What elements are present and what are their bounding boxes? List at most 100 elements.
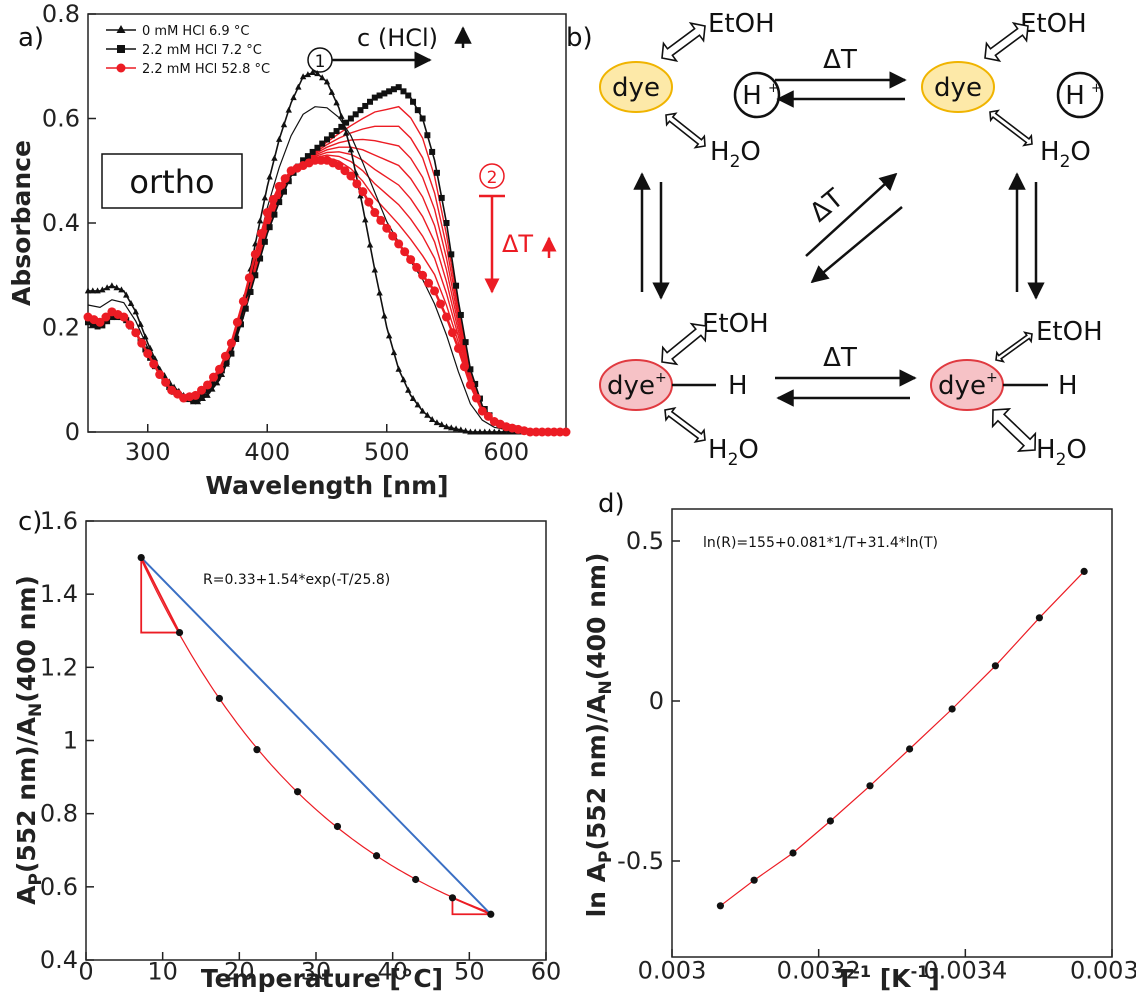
proton-label-left: H — [742, 81, 762, 111]
data-point-triangle — [256, 217, 264, 224]
x-tick-label-d: 0.0032 — [777, 957, 861, 985]
data-point-square — [223, 358, 230, 365]
data-point-circle — [412, 262, 422, 272]
panel-d-label: d) — [598, 489, 625, 519]
y-tick-label-a: 0.4 — [42, 209, 80, 237]
data-point-square — [400, 88, 407, 95]
panel-d-ylabel: ln AP(552 nm)/AN(400 nm) — [582, 553, 616, 918]
panel-c-ylabel: AP(552 nm)/AN(400 nm) — [12, 575, 46, 905]
data-point-triangle — [132, 308, 139, 315]
x-tick-label-a: 600 — [483, 438, 529, 466]
data-point-circle — [483, 411, 493, 421]
data-point-circle — [95, 317, 105, 327]
data-point-circle — [220, 351, 230, 361]
panel-d: d) 0.003 0.0032 0.0034 0.0036 -0.5 0 0.5 ln(R)… — [582, 489, 1136, 992]
panel-b-label: b) — [566, 23, 593, 53]
data-point-circle — [155, 370, 165, 380]
solvent-exchange-arrow — [661, 322, 707, 366]
x-tick-label-a: 400 — [244, 438, 290, 466]
data-point-square — [228, 350, 235, 357]
data-point-triangle — [428, 415, 436, 422]
data-point-c — [412, 875, 420, 884]
data-point-circle — [119, 312, 129, 322]
panel-d-xlabel: T-1 [K-1] — [836, 962, 940, 992]
data-point-square — [448, 251, 455, 258]
data-point-square — [433, 169, 440, 176]
data-point-triangle — [99, 286, 106, 293]
data-point-circle — [226, 338, 236, 348]
data-point-circle — [442, 312, 451, 322]
data-point-circle — [197, 385, 207, 395]
data-point-square — [357, 107, 364, 114]
data-point-circle — [364, 197, 374, 207]
data-point-square — [347, 115, 354, 122]
data-point-circle — [143, 349, 153, 359]
data-point-triangle — [395, 365, 402, 372]
data-point-triangle — [276, 135, 283, 142]
data-point-square — [261, 238, 268, 245]
data-point-triangle — [409, 395, 417, 402]
solvent-exchange-arrow — [661, 22, 706, 62]
delta-t-top: ΔT — [823, 45, 857, 75]
data-point-square — [300, 157, 307, 164]
data-point-circle — [268, 194, 278, 204]
data-point-triangle — [486, 428, 493, 435]
dye-label-top-left: dye — [612, 73, 660, 103]
solvent-exchange-arrow — [991, 407, 1037, 453]
y-tick-label-c: 0.8 — [40, 800, 78, 828]
data-point-triangle — [280, 121, 288, 128]
data-point-circle — [436, 299, 446, 309]
data-point-square — [410, 98, 417, 105]
data-point-circle — [238, 296, 248, 306]
panel-a: a) 300 400 500 600 0 0.2 0.4 0.6 0.8 Wavelength … — [7, 0, 571, 500]
solvent-exchange-arrow — [989, 109, 1033, 147]
x-tick-label-a: 300 — [125, 438, 171, 466]
proton-sup-left: + — [768, 81, 779, 96]
data-point-square — [457, 311, 464, 318]
slope-triangle-right — [451, 896, 492, 916]
data-point-triangle — [309, 69, 316, 76]
data-point-square — [309, 148, 316, 155]
data-point-triangle — [462, 427, 469, 434]
data-point-circle — [334, 161, 344, 171]
data-point-square — [472, 380, 479, 387]
y-tick-label-a: 0.8 — [42, 0, 80, 28]
data-point-triangle — [89, 287, 96, 294]
data-point-square — [257, 255, 264, 262]
data-point-circle — [418, 270, 428, 280]
data-point-d — [948, 705, 956, 713]
data-point-triangle — [199, 395, 206, 402]
annotation-1-text: c (HCl) — [357, 24, 438, 52]
data-point-d — [866, 782, 874, 790]
y-tick-label-c: 1.6 — [40, 507, 78, 535]
data-point-triangle — [481, 428, 488, 435]
data-point-triangle — [314, 70, 321, 77]
data-point-circle — [406, 255, 416, 265]
data-point-square — [271, 211, 278, 218]
panel-c-xlabel: Temperature [°C] — [201, 964, 443, 992]
data-point-square — [443, 220, 450, 226]
data-point-triangle — [476, 428, 484, 435]
data-point-triangle — [443, 423, 450, 430]
dye-plus-label-bottom-right: dye — [938, 371, 986, 401]
panel-a-legend: 0 mM HCl 6.9 °C 2.2 mM HCl 7.2 °C 2.2 mM… — [106, 24, 270, 77]
data-point-square — [424, 132, 431, 139]
delta-t-bottom: ΔT — [823, 343, 857, 373]
data-point-square — [85, 319, 91, 326]
x-tick-label-c: 50 — [454, 958, 485, 986]
x-tick-label-c: 40 — [377, 958, 408, 986]
data-point-circle — [358, 187, 368, 197]
panel-c: c) 0 10 20 30 40 50 60 0.4 0.6 0.8 1 1.2 1.4 1.6 R=0.… — [12, 507, 561, 992]
data-point-square — [266, 224, 273, 231]
annotation-1-number: 1 — [315, 52, 326, 72]
etoh-label-bottom-left: EtOH — [702, 309, 769, 339]
data-point-circle — [400, 247, 410, 257]
data-point-triangle — [366, 241, 374, 248]
data-point-square — [233, 335, 240, 342]
panel-b: b) dye H + EtOH H2O dye H + EtOH H2O dye… — [566, 9, 1104, 470]
data-point-circle — [274, 181, 284, 191]
data-point-triangle — [414, 401, 422, 408]
data-point-triangle — [299, 73, 307, 80]
data-point-circle — [256, 228, 266, 238]
panel-a-xlabel: Wavelength [nm] — [205, 471, 448, 500]
